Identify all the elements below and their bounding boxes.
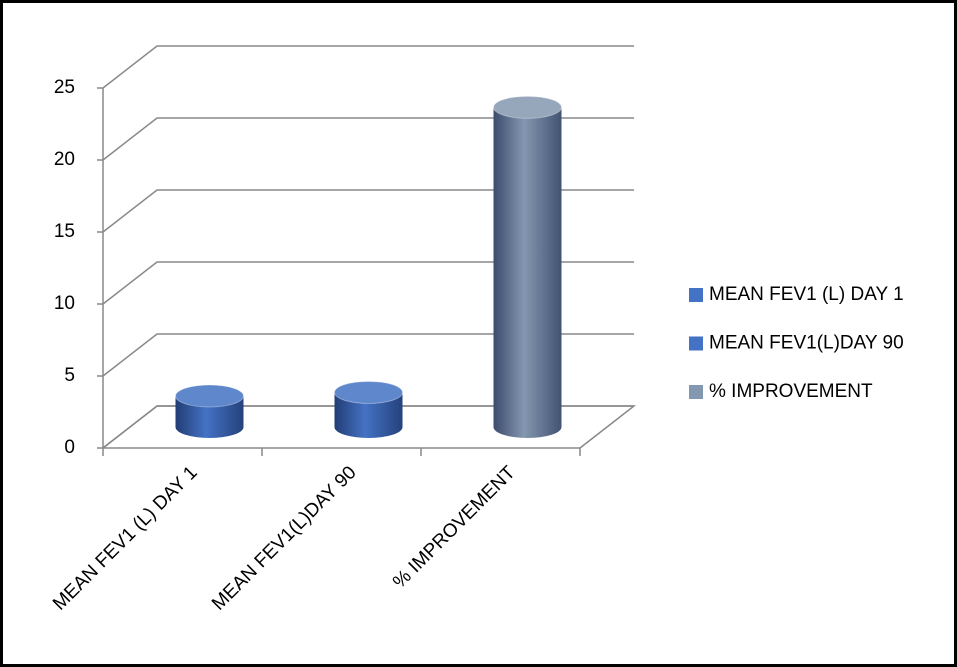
bar-top xyxy=(493,95,562,119)
bar-top-shade xyxy=(334,381,403,404)
legend-label: MEAN FEV1(L)DAY 90 xyxy=(709,333,904,354)
y-tick-label: 5 xyxy=(64,365,75,386)
legend-swatch xyxy=(689,385,703,399)
grid-line xyxy=(102,405,634,449)
bar-shade xyxy=(175,396,244,438)
chart: 0 5 10 15 20 25 MEAN FEV1 (L) DAY 1 MEAN FEV1 (… xyxy=(49,45,904,615)
bar-shade xyxy=(493,107,562,438)
grid-line xyxy=(102,45,634,89)
bar-top-shade xyxy=(493,96,562,119)
legend-label: % IMPROVEMENT xyxy=(709,381,873,402)
x-tick-label: MEAN FEV1(L)DAY 90 xyxy=(208,462,360,614)
grid-line xyxy=(102,261,634,305)
y-tick-label: 25 xyxy=(54,77,75,98)
y-tick-label: 10 xyxy=(54,293,75,314)
grid-line xyxy=(102,333,634,377)
x-tick-label: MEAN FEV1 (L) DAY 1 xyxy=(49,462,201,614)
legend-swatch xyxy=(689,336,703,351)
y-tick-label: 20 xyxy=(54,149,75,170)
grid-line xyxy=(102,189,634,233)
y-tick-label: 0 xyxy=(64,437,75,458)
legend-label: MEAN FEV1 (L) DAY 1 xyxy=(709,284,904,305)
bar-top xyxy=(334,380,403,404)
legend-swatch xyxy=(689,288,703,302)
bar-shade xyxy=(334,392,403,438)
y-tick-label: 15 xyxy=(54,221,75,242)
bar-top xyxy=(175,384,244,408)
x-tick-label: % IMPROVEMENT xyxy=(389,462,520,593)
bar-top-shade xyxy=(175,385,244,408)
grid-line xyxy=(102,117,634,161)
